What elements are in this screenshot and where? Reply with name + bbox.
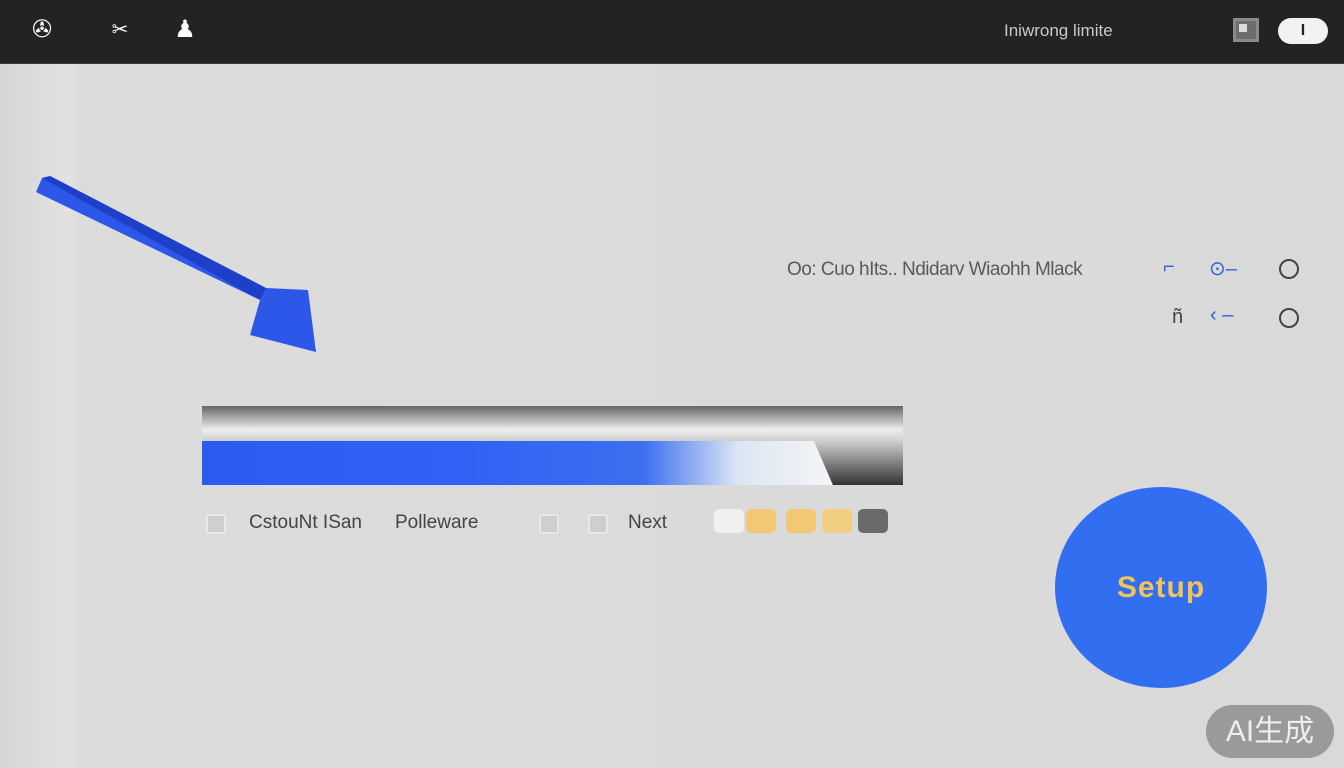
color-swatch[interactable] [822,509,852,533]
checkbox-2[interactable] [539,514,559,534]
progress-fill [202,441,833,485]
color-swatch[interactable] [858,509,888,533]
color-swatch[interactable] [786,509,816,533]
setup-button[interactable]: Setup [1055,487,1267,688]
user-icon[interactable]: ♟ [174,16,196,43]
scissors-icon[interactable]: ✂ [111,19,129,41]
radio-option-2[interactable] [1279,308,1299,328]
back-icon[interactable]: ‹ – [1210,304,1234,326]
label-2: Polleware [395,512,479,533]
globe-icon[interactable]: ✇ [31,16,53,43]
arrow-pointer-icon [36,176,316,352]
color-swatch[interactable] [746,509,776,533]
top-bar: ✇ ✂ ♟ Iniwrong limite I [0,0,1344,64]
window-title: Iniwrong limite [1004,21,1113,40]
radio-option-1[interactable] [1279,259,1299,279]
progress-bar [202,406,903,485]
window-icon[interactable] [1233,18,1259,42]
link-icon[interactable]: ⌐ [1163,256,1175,278]
checkbox-1[interactable] [206,514,226,534]
next-link[interactable]: Next [628,512,668,533]
option-glyph: ñ [1172,306,1184,328]
color-swatch[interactable] [714,509,744,533]
label-1: CstouNt ISan [249,512,362,533]
watermark-badge: AI生成 [1206,705,1334,758]
checkbox-3[interactable] [588,514,608,534]
key-icon[interactable]: ⊙– [1209,258,1237,280]
option-label: Oo: Cuo hIts.. Ndidarv Wiaohh Mlack [787,259,1083,280]
toggle-switch[interactable]: I [1278,18,1328,44]
